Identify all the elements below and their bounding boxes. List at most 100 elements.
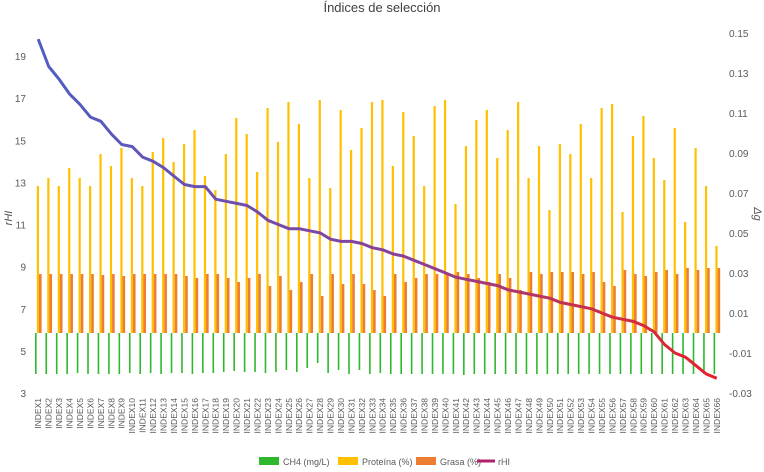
bar-grasa [686,268,689,333]
x-tick-label: INDEX10 [127,398,137,434]
bar-proteina [99,154,102,333]
x-tick-label: INDEX57 [618,398,628,434]
bar-grasa [268,286,272,333]
bar-ch4 [264,333,267,373]
bar-grasa [39,274,42,333]
x-tick-label: INDEX1 [33,398,43,429]
bar-grasa [487,282,491,333]
bar-proteina [454,204,457,333]
bar-ch4 [191,333,194,374]
left-tick-label: 17 [15,94,27,105]
bar-grasa [153,274,157,333]
x-tick-label: INDEX51 [555,398,565,434]
bar-proteina [214,190,217,333]
bar-grasa [70,274,73,333]
bar-grasa [237,282,240,333]
bar-grasa [216,274,220,333]
bar-proteina [36,186,40,333]
x-tick-label: INDEX36 [399,398,409,434]
bar-proteina [579,124,582,333]
bar-ch4 [87,333,89,374]
x-tick-label: INDEX53 [576,398,586,434]
x-tick-label: INDEX55 [597,398,607,434]
right-tick-label: 0.09 [729,149,749,160]
x-tick-label: INDEX56 [607,398,617,434]
bar-proteina [57,186,60,333]
bar-ch4 [66,333,68,374]
x-tick-label: INDEX39 [430,398,440,434]
x-tick-label: INDEX2 [44,398,54,429]
x-tick-label: INDEX19 [221,398,231,434]
x-tick-label: INDEX4 [65,398,75,429]
bar-ch4 [243,333,246,372]
bar-grasa [174,274,178,333]
bar-ch4 [45,333,48,374]
x-tick-label: INDEX22 [252,398,262,434]
bar-ch4 [525,333,528,374]
bar-ch4 [650,333,653,374]
bar-proteina [652,158,655,333]
bar-ch4 [577,333,580,374]
legend-label-proteina: Proteína (%) [362,457,413,467]
x-tick-label: INDEX17 [200,398,210,434]
legend-label-rhi: rHI [498,457,510,467]
bar-grasa [247,278,251,333]
bar-grasa [707,268,710,333]
bar-ch4 [682,333,684,374]
bar-proteina [162,138,165,333]
x-tick-label: INDEX26 [294,398,304,434]
bar-proteina [318,100,321,333]
bar-proteina [621,212,624,333]
bar-ch4 [337,333,340,370]
bar-proteina [391,166,394,333]
x-tick-label: INDEX24 [273,398,283,434]
bar-proteina [68,168,71,333]
bar-ch4 [692,333,695,374]
bar-grasa [341,284,345,333]
bar-ch4 [212,333,215,373]
bar-grasa [112,274,115,333]
left-tick-label: 9 [20,263,26,274]
bar-proteina [402,112,405,333]
bar-proteina [329,188,332,333]
legend-label-ch4: CH4 (mg/L) [283,457,330,467]
bar-proteina [548,210,551,333]
bar-proteina [443,100,447,333]
bar-ch4 [389,333,392,374]
bar-grasa [143,274,147,333]
bar-grasa [592,272,595,333]
x-tick-label: INDEX50 [545,398,555,434]
bar-proteina [193,130,196,333]
bar-ch4 [358,333,361,370]
bar-ch4 [556,333,559,374]
bar-grasa [675,274,679,333]
bar-group [35,100,721,375]
bar-proteina [569,154,572,333]
bar-grasa [289,290,293,333]
right-tick-label: 0.11 [729,109,748,120]
bar-ch4 [285,333,288,370]
left-tick-label: 11 [16,221,27,232]
bar-proteina [203,176,207,333]
bar-ch4 [473,333,476,374]
bar-grasa [613,286,616,333]
bar-grasa [352,274,355,333]
x-tick-label: INDEX23 [263,398,273,434]
x-tick-label: INDEX41 [451,398,461,434]
bar-grasa [581,274,585,333]
bar-proteina [172,162,175,333]
bar-ch4 [202,333,204,373]
bar-proteina [663,180,666,333]
bar-proteina [370,102,374,333]
x-tick-label: INDEX18 [211,398,221,434]
bar-proteina [360,128,363,333]
bar-ch4 [598,333,601,374]
bar-grasa [132,274,136,333]
x-tick-label: INDEX8 [106,398,116,429]
bar-ch4 [118,333,121,374]
bar-proteina [109,166,113,333]
bar-proteina [308,178,311,333]
x-tick-label: INDEX32 [357,398,367,434]
x-tick-label: INDEX45 [493,398,503,434]
bar-proteina [433,106,436,333]
